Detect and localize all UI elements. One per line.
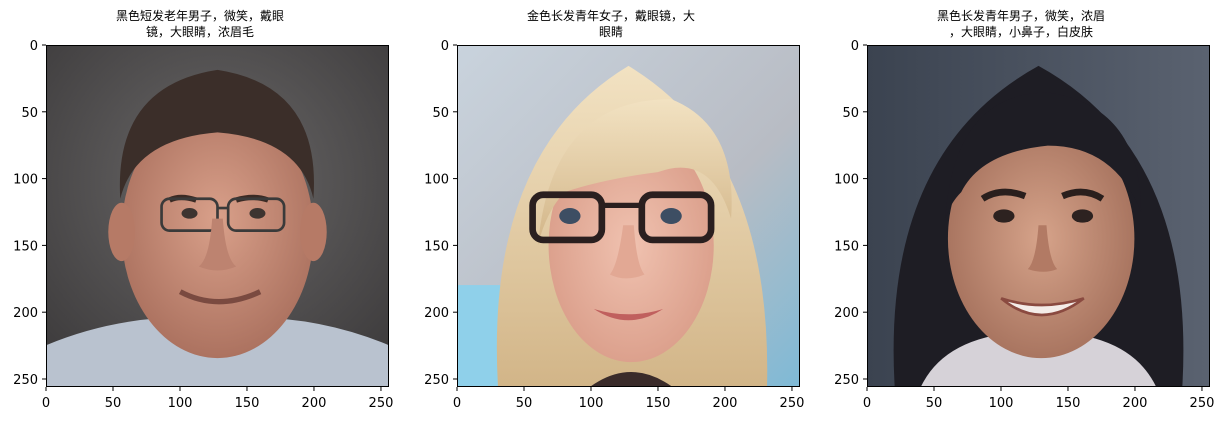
subplot-title: 金色长发青年女子，戴眼镜，大 眼睛 <box>526 9 695 39</box>
x-tick-label: 150 <box>1056 396 1081 411</box>
y-tick-label: 200 <box>424 306 449 321</box>
y-tick-label: 50 <box>432 106 449 121</box>
x-tick-label: 50 <box>926 396 943 411</box>
y-tick-label: 0 <box>851 39 859 54</box>
subplot-3: 黑色长发青年男子，微笑，浓眉 ，大眼睛，小鼻子，白皮肤 0 50 10 <box>821 0 1221 421</box>
x-tick-label: 250 <box>369 396 394 411</box>
x-tick-label: 0 <box>863 396 871 411</box>
y-tick-label: 150 <box>424 239 449 254</box>
y-tick-label: 100 <box>13 173 38 188</box>
x-tick-label: 250 <box>1190 396 1215 411</box>
subplot-title: 黑色长发青年男子，微笑，浓眉 ，大眼睛，小鼻子，白皮肤 <box>936 9 1105 39</box>
x-tick-label: 150 <box>235 396 260 411</box>
x-tick-label: 200 <box>713 396 738 411</box>
axes: 0 50 100 150 200 250 0 50 100 150 200 250 <box>13 39 394 411</box>
x-tick-label: 0 <box>42 396 50 411</box>
y-tick-label: 150 <box>13 239 38 254</box>
y-tick-label: 250 <box>424 373 449 388</box>
x-tick-label: 150 <box>646 396 671 411</box>
x-tick-label: 200 <box>1123 396 1148 411</box>
x-tick-label: 50 <box>516 396 533 411</box>
x-tick-label: 100 <box>989 396 1014 411</box>
y-tick-label: 150 <box>834 239 859 254</box>
y-tick-label: 100 <box>424 173 449 188</box>
y-tick-label: 50 <box>21 106 38 121</box>
x-tick-label: 100 <box>579 396 604 411</box>
y-tick-label: 250 <box>834 373 859 388</box>
subplot-2: 金色长发青年女子，戴眼镜，大 眼睛 <box>411 0 811 421</box>
x-tick-label: 100 <box>168 396 193 411</box>
face-image <box>457 45 800 387</box>
axes: 0 50 100 150 200 250 0 50 100 150 200 250 <box>424 39 805 411</box>
y-tick-label: 200 <box>834 306 859 321</box>
x-tick-label: 50 <box>105 396 122 411</box>
y-tick-label: 200 <box>13 306 38 321</box>
face-image <box>46 45 389 387</box>
y-tick-label: 0 <box>441 39 449 54</box>
y-tick-label: 0 <box>30 39 38 54</box>
subplot-1: 黑色短发老年男子，微笑，戴眼 镜，大眼睛，浓眉毛 <box>0 0 400 421</box>
y-tick-label: 250 <box>13 373 38 388</box>
x-tick-label: 0 <box>453 396 461 411</box>
axes: 0 50 100 150 200 250 0 50 100 150 200 250 <box>834 39 1215 411</box>
face-image <box>867 45 1210 387</box>
y-tick-label: 100 <box>834 173 859 188</box>
subplot-title: 黑色短发老年男子，微笑，戴眼 镜，大眼睛，浓眉毛 <box>115 9 284 39</box>
x-tick-label: 200 <box>302 396 327 411</box>
y-tick-label: 50 <box>842 106 859 121</box>
x-tick-label: 250 <box>780 396 805 411</box>
